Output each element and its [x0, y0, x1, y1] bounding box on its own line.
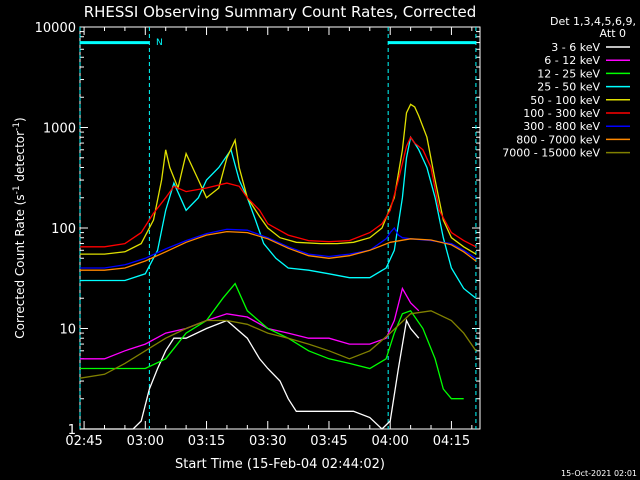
y-axis-label-mid: detector — [13, 131, 27, 186]
series-line — [80, 230, 477, 271]
legend-entry-label: 7000 - 15000 keV — [502, 147, 600, 160]
series-line — [80, 135, 477, 299]
y-tick-label: 1000 — [43, 122, 76, 137]
y-axis-label: Corrected Count Rate (s-1 detector-1) — [12, 117, 27, 338]
legend-entry-label: 12 - 25 keV — [537, 67, 600, 80]
legend-entry-label: 25 - 50 keV — [537, 81, 600, 94]
y-tick-label: 10 — [59, 323, 76, 338]
x-tick-label: 03:45 — [310, 434, 347, 449]
legend-entry-label: 100 - 300 keV — [523, 107, 600, 120]
y-axis-label-sup1: -1 — [12, 185, 22, 194]
x-tick-label: 03:15 — [188, 434, 225, 449]
legend-entry-label: 300 - 800 keV — [523, 120, 600, 133]
y-tick-label: 100 — [51, 222, 76, 237]
legend-header-1: Det 1,3,4,5,6,9, — [550, 15, 636, 28]
y-axis-label-sup2: -1 — [12, 122, 22, 131]
legend-entry-label: 800 - 7000 keV — [516, 133, 600, 146]
y-axis-label-end: ) — [13, 117, 27, 122]
y-tick-label: 10000 — [35, 21, 76, 36]
series-lines — [79, 103, 477, 430]
axis-ticks: 02:45 03:00 03:15 03:30 03:45 04:00 04:15 1 10 10… — [35, 21, 480, 449]
x-tick-label: 02:45 — [65, 434, 102, 449]
series-line — [80, 135, 477, 248]
series-line — [80, 282, 464, 400]
series-line — [80, 286, 420, 360]
chart-title: RHESSI Observing Summary Count Rates, Co… — [84, 3, 477, 21]
n-annotation: N — [156, 38, 163, 48]
y-axis-label-main: Corrected Count Rate (s — [13, 194, 27, 338]
legend-header-2: Att 0 — [600, 27, 626, 40]
legend-entry-label: 6 - 12 keV — [544, 54, 600, 67]
x-tick-label: 04:15 — [433, 434, 470, 449]
footer-date: 15-Oct-2021 02:01 — [561, 469, 637, 478]
legend-entry-label: 3 - 6 keV — [551, 41, 600, 54]
y-tick-label: 1 — [68, 423, 76, 438]
x-tick-label: 03:30 — [249, 434, 286, 449]
series-line — [80, 103, 477, 255]
x-tick-label: 04:00 — [371, 434, 408, 449]
legend-entry-label: 50 - 100 keV — [530, 94, 600, 107]
night-markers — [79, 27, 477, 429]
x-axis-label: Start Time (15-Feb-04 02:44:02) — [175, 457, 385, 472]
x-tick-label: 03:00 — [127, 434, 164, 449]
series-line — [80, 318, 420, 430]
series-line — [79, 310, 477, 379]
